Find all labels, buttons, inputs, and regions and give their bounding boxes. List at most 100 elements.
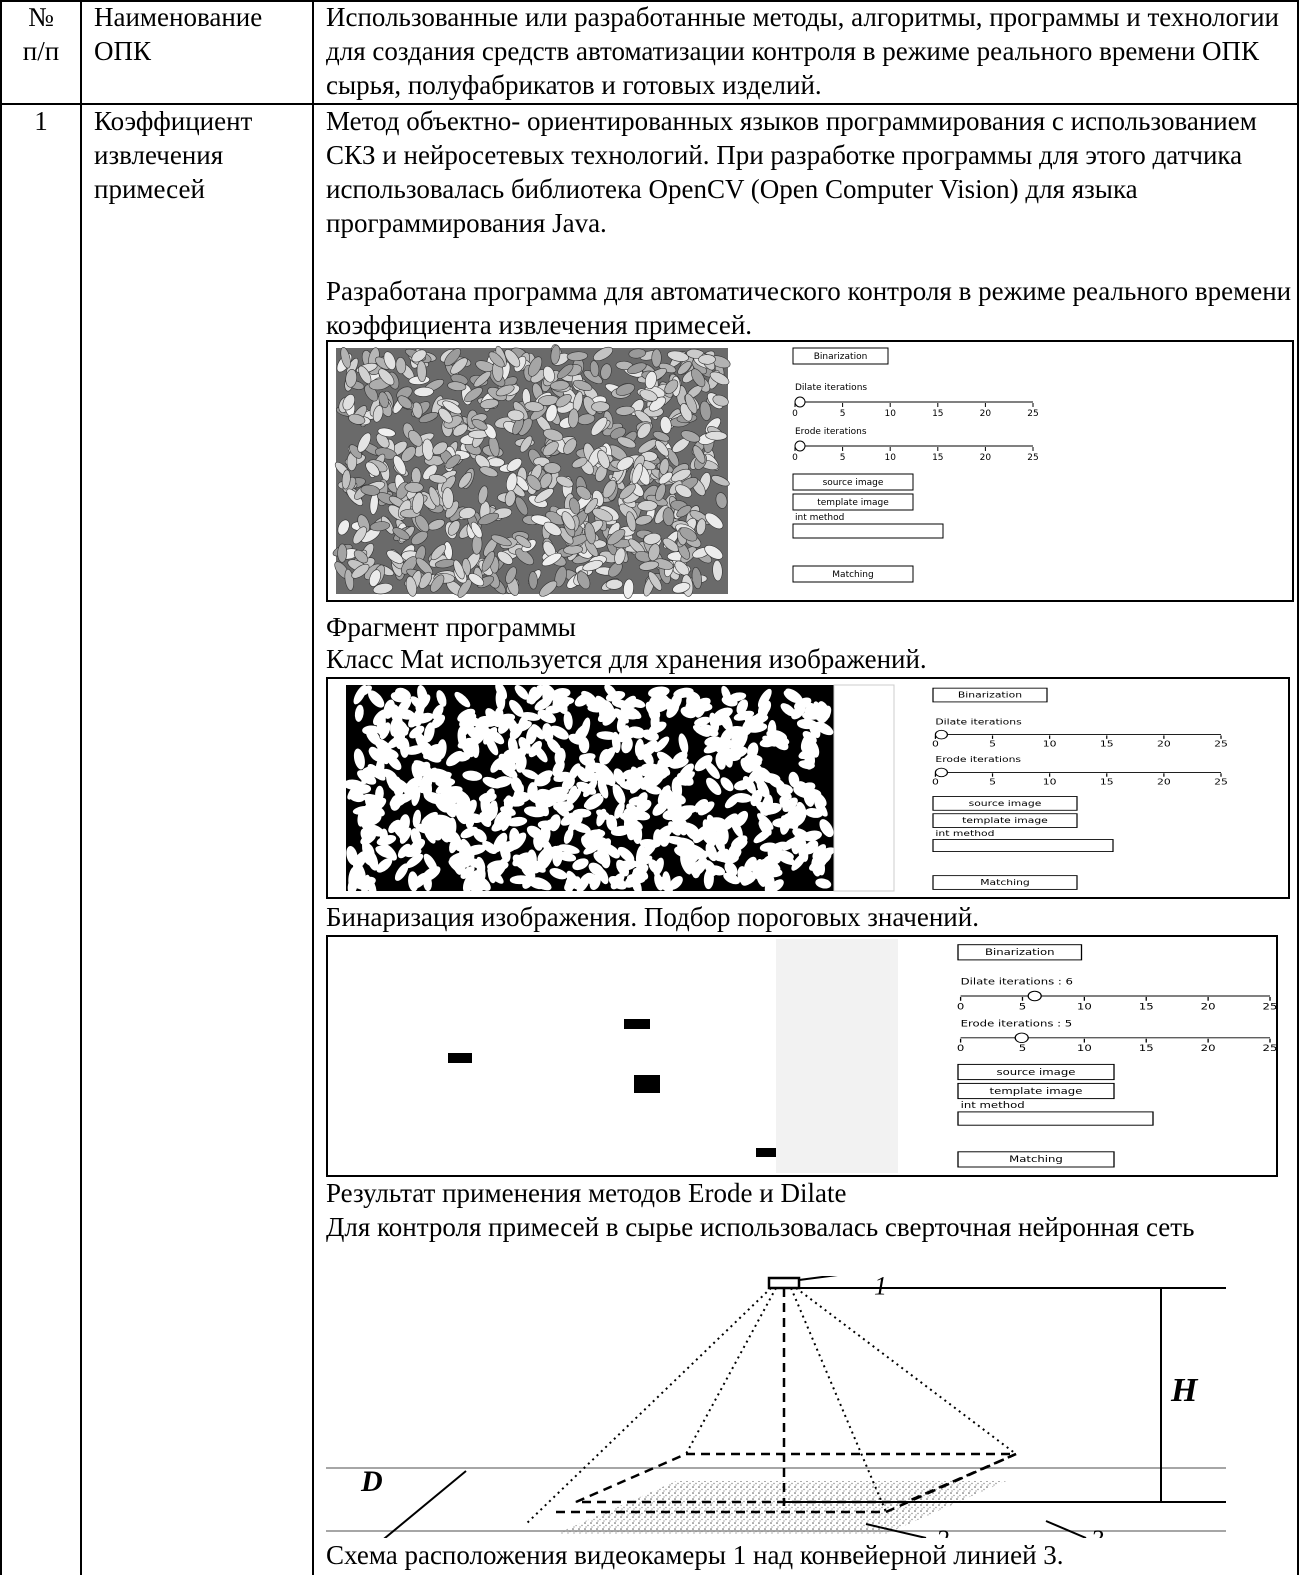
slider-tick-label: 25 [1214,740,1228,749]
seed [338,544,347,562]
seed-image [331,344,731,600]
paragraph: Разработана программа для автоматическог… [326,274,1294,342]
paragraph: Метод объектно- ориентированных языков п… [326,104,1294,240]
field-of-view [556,1278,1016,1512]
slider-tick-label: 25 [1027,453,1038,463]
slider-tick-label: 0 [957,1002,964,1012]
slider-tick-label: 0 [792,453,798,463]
image-band [776,939,898,1173]
seed [411,468,421,484]
button-label: Binarization [958,691,1022,700]
image-strip [834,685,894,891]
seed [392,713,402,734]
slider-knob [795,397,805,407]
seed [652,349,662,367]
button-label: template image [817,498,889,508]
slider-knob [1028,991,1041,1001]
program-screenshot: BinarizationDilate iterations0510152025E… [326,340,1294,602]
caption: Фрагмент программы [326,610,1294,644]
label: D [360,1465,383,1498]
header-num: № п/п [6,0,76,68]
slider-label: Dilate iterations [795,383,867,393]
slider-tick-label: 15 [1139,1044,1154,1054]
slider-tick-label: 0 [932,778,939,787]
button-label: Matching [1009,1155,1063,1165]
slider-tick-label: 5 [1019,1002,1026,1012]
seed [591,402,609,412]
label: 2 [936,1525,949,1538]
slider-tick-label: 25 [1214,778,1228,787]
input [933,840,1113,852]
field-label: int method [795,513,844,523]
button-label: template image [962,817,1048,826]
border [312,0,314,1575]
border [1297,0,1299,1575]
impurity [448,1053,472,1063]
text-line: ОПК [94,34,310,68]
binarization-screenshot: Binarization Dilate iterations 0 5 10 15 20 25 E… [326,677,1290,899]
row-name: Коэффициент извлечения примесей [94,104,284,206]
border [0,0,2,1575]
border [80,0,82,1575]
seed [362,766,383,777]
slider-tick-label: 10 [1077,1002,1092,1012]
button-label: source image [823,478,884,488]
text-line: Наименование [94,0,310,34]
slider-tick-label: 15 [932,409,943,419]
controls: Binarization Dilate iterations : 6 0 5 10 15 2… [957,945,1278,1167]
button-label: source image [969,799,1042,808]
seed [699,354,716,364]
slider-tick-label: 5 [840,409,846,419]
slider-tick-label: 15 [1139,1002,1154,1012]
slider-knob [935,730,947,739]
slider-knob [935,768,947,777]
slider-tick-label: 15 [932,453,943,463]
slider-tick-label: 25 [1027,409,1038,419]
slider-tick-label: 10 [1043,778,1057,787]
header-methods: Использованные или разработанные методы,… [326,0,1294,102]
seed-image [343,680,837,897]
slider-tick-label: 20 [980,453,992,463]
text-line: № [6,0,76,34]
slider-tick-label: 20 [1201,1002,1216,1012]
erode-dilate-screenshot: Binarization Dilate iterations : 6 0 5 10 15 2… [326,935,1278,1177]
slider-tick-label: 25 [1263,1002,1278,1012]
seed [405,482,424,493]
field-label: int method [961,1101,1025,1111]
slider-tick-label: 20 [1157,778,1171,787]
slider-tick-label: 5 [989,778,996,787]
paragraph: Для контроля примесей в сырье использова… [326,1210,1294,1244]
slider-tick-label: 10 [884,453,896,463]
slider-label: Erode iterations [935,756,1021,765]
slider-label: Dilate iterations : 6 [961,977,1073,987]
slider-tick-label: 5 [840,453,846,463]
caption: Схема расположения видеокамеры 1 над кон… [326,1538,1294,1572]
slider-label: Erode iterations [795,427,867,437]
label: H [1170,1372,1199,1409]
camera-diagram: 1 2 3 H D [326,1276,1294,1538]
button-label: template image [990,1086,1083,1096]
button-label: Matching [832,570,873,580]
slider-tick-label: 0 [792,409,798,419]
controls: BinarizationDilate iterations0510152025E… [792,348,1039,582]
slider-tick-label: 20 [1201,1044,1216,1054]
controls: Binarization Dilate iterations 0 5 10 15 20 25 E… [932,688,1228,889]
slider-tick-label: 0 [957,1044,964,1054]
slider-label: Dilate iterations [935,718,1021,727]
impurity [634,1075,660,1093]
button-label: Binarization [985,948,1055,958]
slider-tick-label: 20 [980,409,992,419]
button-label: source image [997,1067,1076,1077]
slider-tick-label: 15 [1100,740,1114,749]
button-label: Matching [980,879,1030,888]
slider-tick-label: 0 [932,740,939,749]
caption: Бинаризация изображения. Подбор пороговы… [326,900,1294,934]
field-label: int method [935,829,994,838]
input [958,1112,1153,1125]
slider-tick-label: 25 [1263,1044,1278,1054]
slider-tick-label: 5 [989,740,996,749]
page: № п/п Наименование ОПК Использованные ил… [0,0,1301,1575]
slider-tick-label: 10 [1043,740,1057,749]
slider-tick-label: 5 [1019,1044,1026,1054]
slider-tick-label: 10 [884,409,896,419]
